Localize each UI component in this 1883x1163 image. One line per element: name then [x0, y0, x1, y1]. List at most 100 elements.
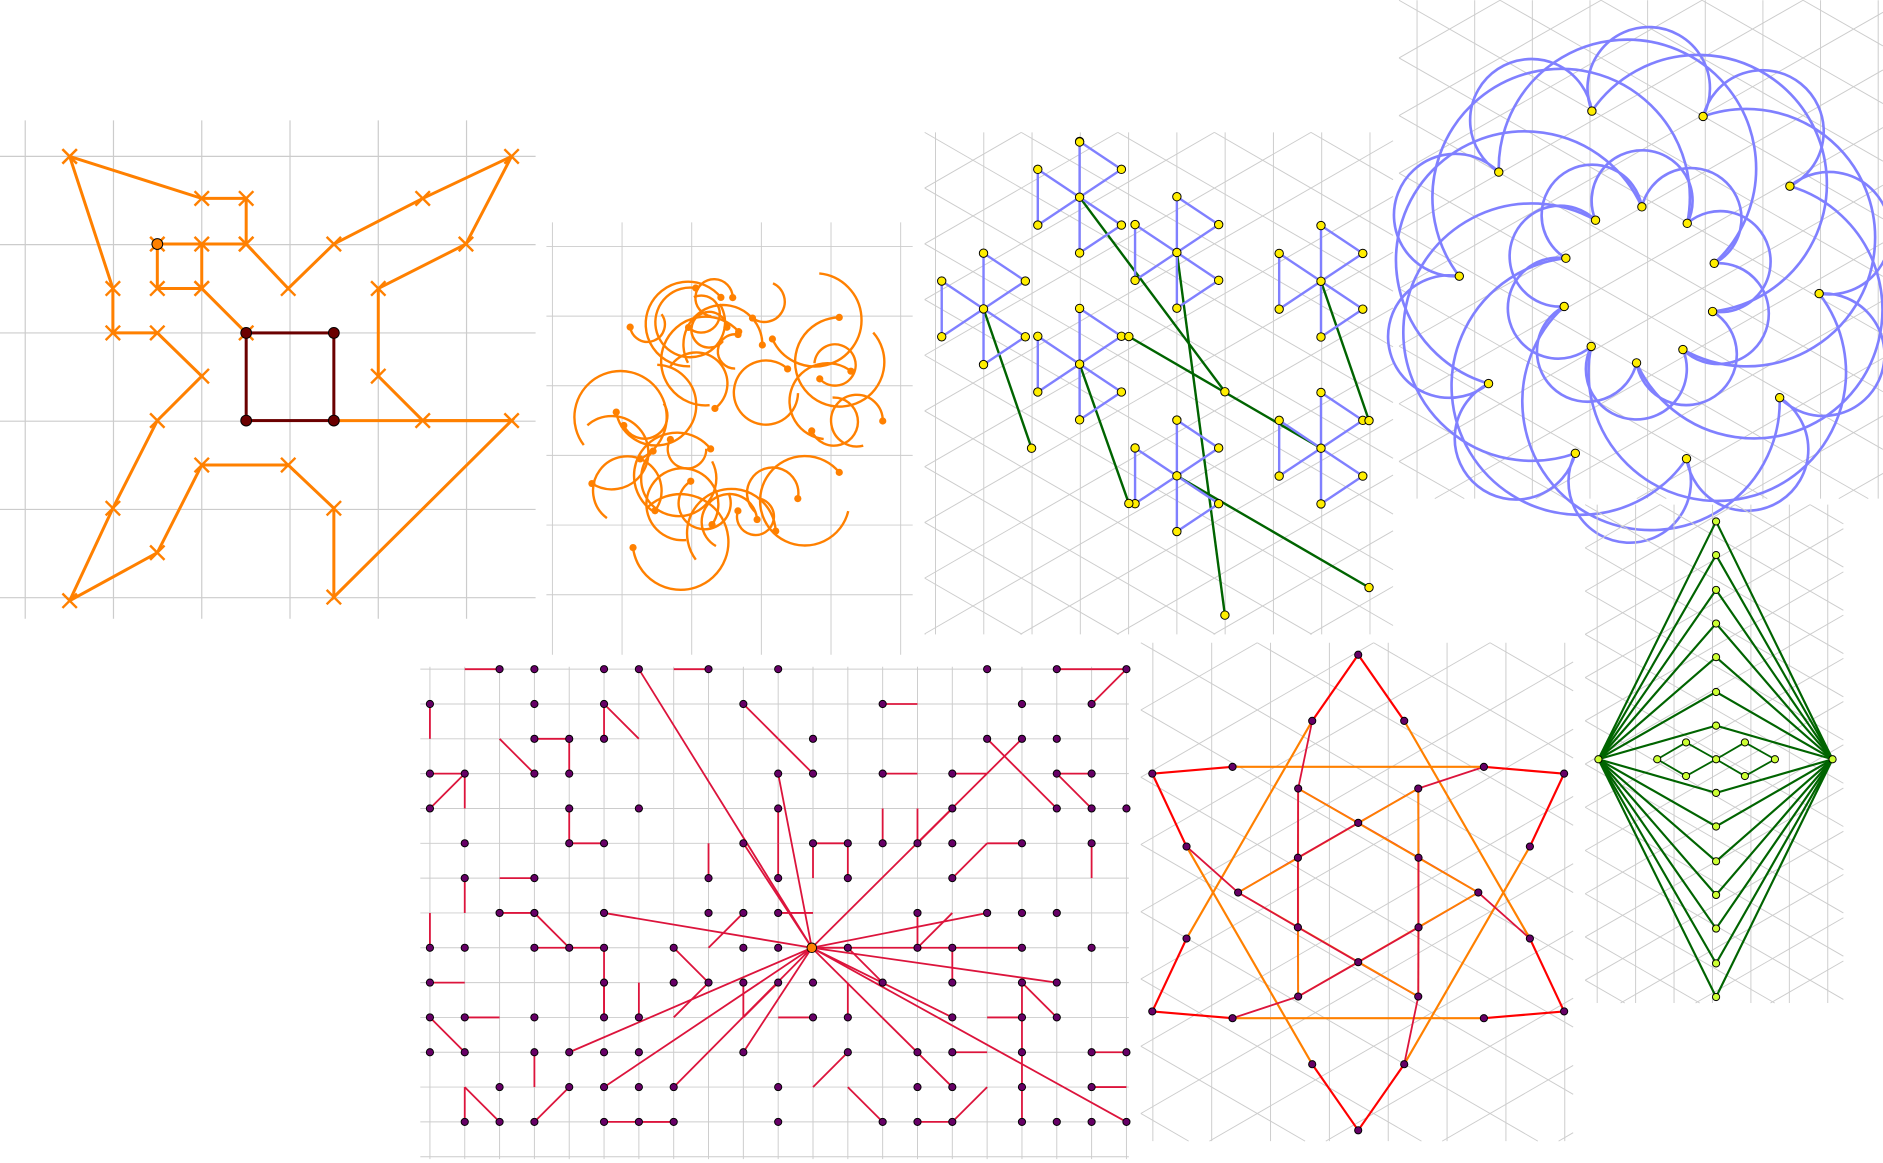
- arc-edge: [771, 272, 863, 368]
- circle-node: [948, 874, 957, 883]
- star-edge: [1078, 168, 1123, 199]
- arc-edge: [631, 492, 730, 592]
- edge: [1656, 741, 1687, 761]
- arc-edge: [1567, 452, 1693, 544]
- star-edge: [982, 252, 1027, 283]
- grid-line: [1584, 830, 1844, 981]
- arrow-head: [620, 421, 628, 430]
- arrow-head: [835, 468, 843, 476]
- circle-node: [669, 1117, 678, 1126]
- edge: [1237, 891, 1299, 929]
- circle-node: [1052, 1013, 1061, 1022]
- circle-node: [1479, 1014, 1488, 1023]
- circle-node: [1358, 304, 1368, 314]
- arrow-head: [768, 335, 777, 343]
- circle-node: [937, 332, 947, 342]
- circle-node: [1400, 716, 1409, 725]
- edge: [673, 981, 710, 1019]
- edge: [1357, 1063, 1406, 1131]
- grid-line: [1770, 960, 1844, 1004]
- circle-node: [1711, 788, 1721, 797]
- circle-node: [739, 908, 748, 918]
- arc-edge: [1587, 292, 1848, 503]
- circle-node: [1400, 1060, 1409, 1069]
- cross-marker: [61, 148, 78, 165]
- circle-node: [1711, 687, 1721, 697]
- circle-node: [1052, 734, 1061, 743]
- circle-node: [1033, 331, 1043, 341]
- arrow-head: [816, 375, 824, 383]
- edge: [1598, 758, 1717, 794]
- circle-node: [978, 359, 989, 370]
- cross-marker: [370, 280, 387, 297]
- edge: [1297, 822, 1359, 859]
- cross-marker: [325, 589, 342, 606]
- grid-line: [1584, 936, 1700, 1004]
- circle-node: [1681, 771, 1691, 781]
- edge: [1715, 758, 1834, 896]
- arc-edge: [1590, 53, 1829, 313]
- circle-node: [1087, 1117, 1096, 1126]
- circle-node: [1711, 857, 1721, 866]
- grid-line: [924, 251, 1394, 523]
- circle-node: [495, 908, 504, 918]
- cross-marker: [104, 324, 121, 341]
- grid-line: [1584, 504, 1661, 549]
- grid-line: [1140, 642, 1374, 778]
- circle-node: [774, 804, 783, 813]
- star-edge: [1078, 140, 1123, 171]
- edge: [1152, 765, 1233, 775]
- star-edge: [1134, 474, 1178, 505]
- edge: [916, 912, 953, 949]
- edge: [638, 668, 813, 949]
- circle-node: [1172, 415, 1182, 425]
- grid-line: [924, 243, 1394, 515]
- edge: [1598, 724, 1717, 761]
- arc-edge: [573, 369, 668, 461]
- circle-node: [1354, 958, 1363, 967]
- star-edge: [1176, 279, 1220, 310]
- long-edge: [1176, 474, 1370, 589]
- circle-node: [704, 978, 713, 987]
- circle-node: [495, 1117, 504, 1126]
- circle-node: [1364, 582, 1374, 593]
- grid-line: [1398, 0, 1804, 232]
- cross-marker: [280, 456, 297, 474]
- arc-edge: [1450, 256, 1688, 517]
- edge: [533, 912, 570, 949]
- grid-line: [1140, 709, 1574, 961]
- cross-marker: [503, 148, 520, 165]
- circle-node: [425, 804, 435, 813]
- circle-node: [1560, 769, 1569, 778]
- circle-node: [1707, 306, 1718, 317]
- cross-marker: [193, 456, 210, 474]
- grid-line: [924, 131, 1119, 245]
- edge: [1403, 996, 1420, 1065]
- circle-node: [1074, 303, 1085, 314]
- edge: [1597, 758, 1717, 828]
- circle-node: [599, 1048, 609, 1057]
- circle-node: [1087, 839, 1096, 848]
- edge: [603, 703, 640, 740]
- grid-line: [1499, 0, 1883, 220]
- circle-node: [1479, 762, 1488, 771]
- circle-node: [739, 839, 748, 848]
- arrow-head: [808, 427, 816, 435]
- star-edge: [1176, 195, 1220, 226]
- circle-node: [1124, 331, 1134, 342]
- circle-node: [1525, 934, 1534, 943]
- circle-node: [634, 1048, 643, 1057]
- panel-blue-circles: [1386, 0, 1883, 544]
- edge: [1715, 724, 1833, 761]
- circle-node: [1020, 276, 1031, 286]
- grid-line: [1309, 586, 1394, 635]
- grid-line: [1584, 979, 1625, 1004]
- edge: [1597, 520, 1718, 760]
- circle-node: [1087, 769, 1096, 778]
- circle-node: [1052, 665, 1061, 674]
- grid-line: [1398, 57, 1883, 335]
- circle-node: [1172, 192, 1182, 202]
- cross-marker: [280, 280, 297, 297]
- edge: [1715, 520, 1834, 760]
- circle-node: [599, 908, 609, 918]
